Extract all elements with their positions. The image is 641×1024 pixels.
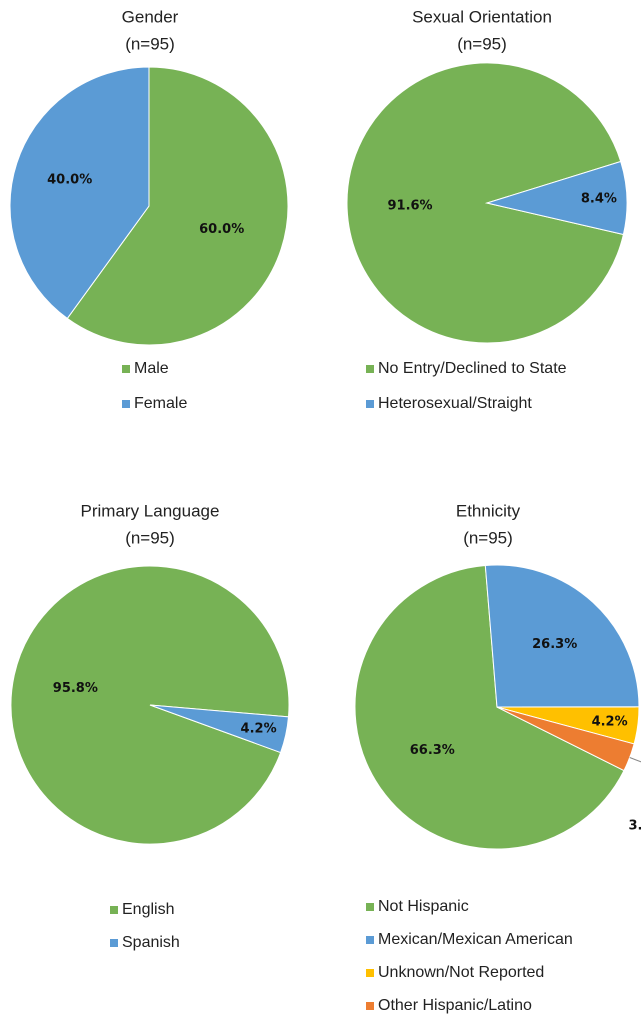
value-label: 66.3% — [410, 743, 455, 758]
legend-label: No Entry/Declined to State — [378, 360, 567, 377]
value-label: 4.2% — [241, 721, 277, 736]
chart-title: Ethnicity — [456, 501, 521, 520]
legend-label: Unknown/Not Reported — [378, 964, 544, 981]
pie-slice — [354, 564, 625, 850]
legend-label: Spanish — [122, 934, 180, 951]
legend-label: English — [122, 901, 174, 918]
legend-swatch — [366, 365, 374, 373]
chart-subtitle: (n=95) — [463, 528, 513, 547]
chart-subtitle: (n=95) — [125, 34, 175, 53]
value-label: 4.2% — [592, 714, 628, 729]
pie-slice — [346, 62, 625, 344]
legend-label: Not Hispanic — [378, 898, 469, 915]
chart-title: Sexual Orientation — [412, 7, 552, 26]
legend-swatch — [366, 400, 374, 408]
legend-swatch — [122, 365, 130, 373]
chart-title: Primary Language — [81, 501, 220, 520]
legend-label: Male — [134, 360, 169, 377]
legend-swatch — [366, 969, 374, 977]
pie-slice — [484, 564, 640, 708]
legend-label: Female — [134, 395, 187, 412]
pie-slice — [149, 704, 290, 754]
legend-swatch — [366, 903, 374, 911]
value-label: 95.8% — [53, 681, 98, 696]
legend-label: Mexican/Mexican American — [378, 931, 573, 948]
value-label: 8.4% — [581, 191, 617, 206]
legend-swatch — [110, 906, 118, 914]
chart-title: Gender — [122, 7, 179, 26]
value-label: 91.6% — [387, 198, 432, 213]
chart-subtitle: (n=95) — [125, 528, 175, 547]
legend-swatch — [122, 400, 130, 408]
chart-subtitle: (n=95) — [457, 34, 507, 53]
legend-swatch — [366, 936, 374, 944]
value-label: 40.0% — [47, 173, 92, 188]
legend-swatch — [366, 1002, 374, 1010]
value-label: 26.3% — [532, 637, 577, 652]
pie-slice — [9, 66, 150, 320]
value-label: 60.0% — [199, 222, 244, 237]
legend-label: Heterosexual/Straight — [378, 395, 532, 412]
leader-line — [629, 757, 641, 763]
legend-swatch — [110, 939, 118, 947]
pie-slice — [66, 66, 289, 346]
value-label: 3.2% — [629, 818, 641, 833]
legend-label: Other Hispanic/Latino — [378, 997, 532, 1014]
pie-slice — [485, 160, 628, 236]
